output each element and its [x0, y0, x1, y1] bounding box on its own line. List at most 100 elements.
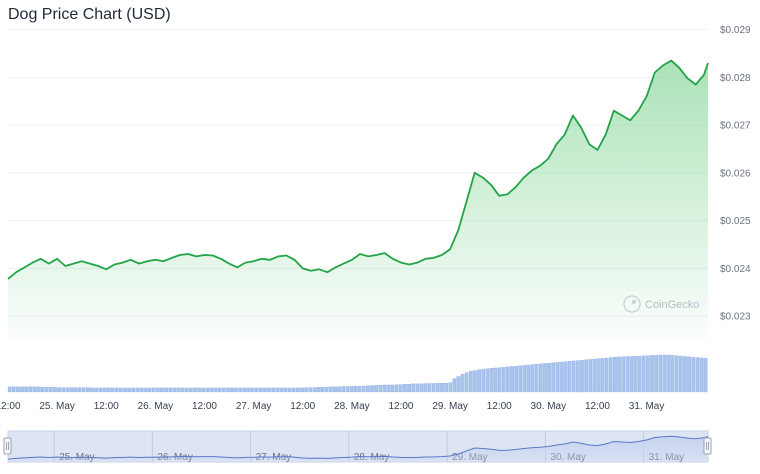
volume-bar: [279, 387, 284, 393]
volume-bar: [110, 387, 115, 393]
volume-bar: [567, 361, 572, 393]
volume-bar: [65, 387, 70, 393]
volume-bar: [497, 367, 502, 393]
volume-bar: [399, 384, 403, 393]
volume-bar: [625, 356, 630, 393]
volume-bar: [683, 356, 687, 393]
volume-bar: [250, 387, 255, 393]
x-tick-label: 12:00: [0, 401, 21, 412]
volume-bar: [662, 354, 667, 393]
y-tick-label: $0.026: [720, 168, 751, 179]
volume-bar: [543, 363, 547, 393]
volume-bar: [242, 387, 247, 393]
volume-bar: [423, 383, 428, 393]
volume-bar: [390, 384, 395, 393]
volume-bar: [102, 387, 107, 393]
x-tick-label: 31. May: [629, 401, 665, 412]
x-tick-label: 28. May: [334, 401, 370, 412]
x-tick-label: 25. May: [39, 401, 75, 412]
x-tick-label: 12:00: [388, 401, 413, 412]
volume-bar: [514, 365, 518, 393]
y-tick-label: $0.029: [720, 25, 751, 36]
volume-bar: [506, 366, 510, 393]
volume-bar: [366, 385, 370, 393]
price-line[interactable]: [7, 59, 709, 280]
volume-bar: [481, 368, 485, 393]
y-tick-label: $0.025: [720, 216, 751, 227]
volume-bar: [201, 387, 205, 393]
volume-bar: [440, 382, 444, 393]
volume-bar: [135, 387, 140, 393]
volume-bar: [452, 378, 457, 393]
volume-bar: [592, 358, 597, 393]
volume-bar: [209, 387, 214, 393]
volume-bar: [419, 383, 424, 393]
volume-bar: [670, 355, 675, 393]
volume-bar: [131, 387, 135, 393]
volume-bar: [469, 371, 473, 393]
volume-bar: [28, 386, 33, 393]
volume-bar: [77, 387, 82, 393]
volume-bar: [259, 387, 263, 393]
volume-bar: [687, 356, 691, 393]
volume-bar: [139, 387, 144, 393]
volume-bar: [86, 387, 90, 393]
volume-bar: [308, 387, 313, 393]
volume-bar: [156, 387, 160, 393]
volume-bar: [193, 387, 197, 393]
volume-bar: [448, 382, 453, 393]
volume-bar: [617, 356, 621, 393]
navigator-line: [7, 435, 709, 460]
coingecko-watermark: CoinGecko: [623, 295, 699, 313]
volume-bar: [119, 387, 123, 393]
volume-bar: [666, 354, 671, 393]
volume-bar: [16, 386, 20, 393]
volume-bar: [547, 362, 551, 393]
y-tick-label: $0.027: [720, 121, 751, 132]
volume-bar: [658, 354, 663, 393]
volume-bar: [518, 365, 523, 393]
volume-bar: [106, 387, 111, 393]
x-tick-label: 29. May: [432, 401, 468, 412]
volume-bar: [127, 387, 131, 393]
volume-bar: [473, 370, 477, 393]
volume-bar: [555, 362, 560, 393]
x-tick-label: 12:00: [192, 401, 217, 412]
volume-bar: [337, 386, 341, 393]
volume-bar: [151, 387, 156, 393]
volume-bar: [629, 356, 634, 393]
navigator[interactable]: 25. May26. May27. May28. May29. May30. M…: [3, 430, 712, 463]
navigator-handle-right[interactable]: [703, 437, 712, 455]
volume-bar: [123, 387, 127, 393]
volume-bar: [345, 386, 350, 393]
volume-bar: [357, 385, 362, 393]
volume-bar: [20, 386, 24, 393]
volume-bar: [584, 359, 588, 393]
volume-bar: [160, 387, 164, 393]
navigator-handle-left[interactable]: [3, 437, 12, 455]
volume-bar: [349, 386, 354, 393]
volume-bar: [460, 374, 465, 393]
volume-bar: [81, 387, 86, 393]
volume-bar: [609, 357, 613, 393]
x-tick-label: 12:00: [290, 401, 315, 412]
navigator-area: [8, 436, 708, 460]
volume-bar: [263, 387, 267, 393]
volume-bar: [94, 387, 98, 393]
volume-bar: [184, 387, 189, 393]
volume-bar: [98, 387, 103, 393]
volume-bar: [312, 387, 317, 393]
volume-bar: [489, 368, 494, 393]
watermark-text: CoinGecko: [645, 299, 699, 311]
volume-bar: [403, 384, 407, 393]
volume-bar: [637, 355, 642, 393]
volume-bar: [415, 383, 420, 393]
volume-bar: [596, 358, 601, 393]
volume-bar: [164, 387, 168, 393]
volume-bar: [73, 387, 78, 393]
volume-bar: [633, 355, 638, 393]
volume-bar: [576, 360, 580, 393]
volume-bar: [411, 383, 415, 393]
volume-bar: [57, 387, 61, 393]
